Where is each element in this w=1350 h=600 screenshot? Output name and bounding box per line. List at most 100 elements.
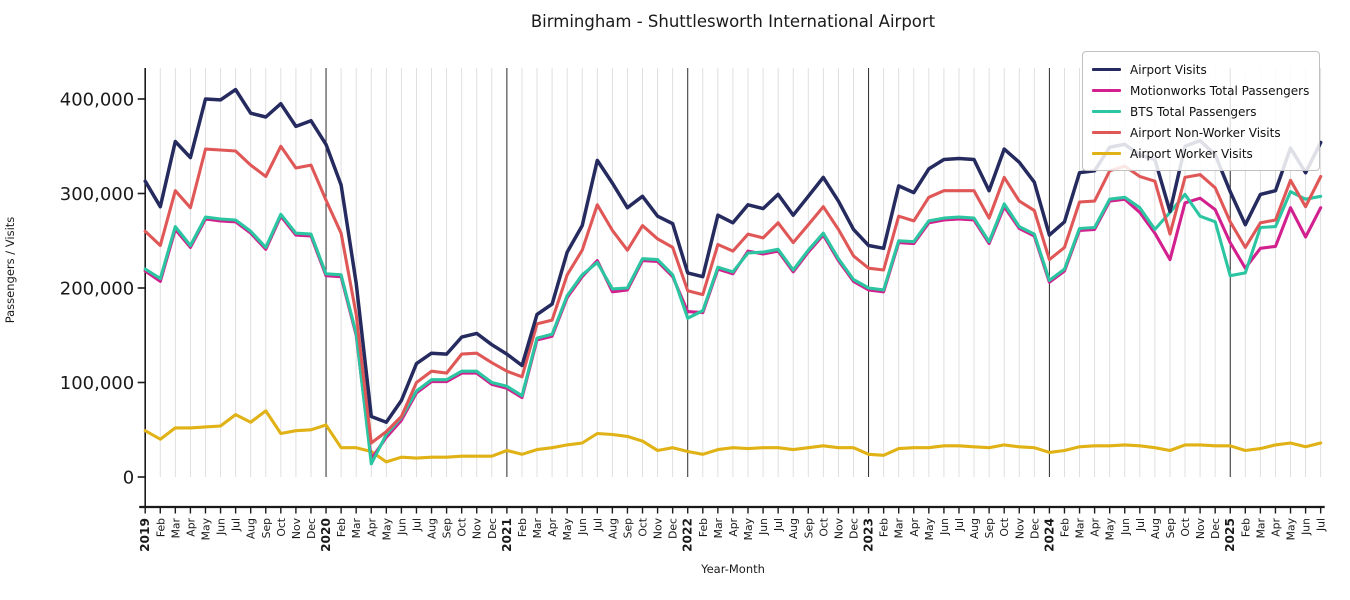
x-tick-label: Aug	[787, 518, 800, 539]
legend-swatch-bts-total-passengers	[1092, 109, 1121, 114]
x-tick-label: Feb	[1058, 518, 1071, 537]
chart-title: Birmingham - Shuttlesworth International…	[531, 12, 936, 31]
x-tick-label: Apr	[1089, 517, 1102, 536]
legend-label-airport-non-worker-visits: Airport Non-Worker Visits	[1130, 125, 1281, 140]
y-tick-label: 0	[123, 468, 134, 489]
x-tick-label: Nov	[471, 517, 484, 539]
x-tick-label: Dec	[847, 518, 860, 539]
x-tick-label: Sep	[621, 518, 634, 538]
x-tick-label: Dec	[667, 518, 680, 539]
legend-label-airport-visits: Airport Visits	[1130, 62, 1207, 77]
x-tick-label: Jun	[576, 518, 589, 536]
x-tick-label: Nov	[832, 517, 845, 539]
x-tick-label: Nov	[1194, 517, 1207, 539]
x-tick-label: Mar	[712, 517, 725, 538]
series-line-airport-worker-visits	[143, 409, 1323, 464]
x-tick-label: Apr	[908, 517, 921, 536]
x-tick-label: 2023	[862, 518, 876, 552]
legend: Airport Visits Motionworks Total Passeng…	[1082, 51, 1321, 171]
x-tick-label: Feb	[154, 518, 167, 537]
legend-item-motionworks-total-passengers: Motionworks Total Passengers	[1092, 80, 1309, 101]
x-axis-label: Year-Month	[700, 562, 765, 576]
x-tick-label: Mar	[350, 517, 363, 538]
x-tick-label: Oct	[998, 518, 1011, 537]
legend-swatch-airport-visits	[1092, 67, 1121, 72]
x-tick-label: Sep	[1164, 518, 1177, 538]
x-tick-label: Feb	[697, 518, 710, 537]
x-tick-label: Jul	[1315, 518, 1328, 532]
x-tick-label: Mar	[531, 517, 544, 538]
x-tick-label: Feb	[1239, 518, 1252, 537]
x-tick-label: Jul	[410, 518, 423, 532]
x-tick-label: Jul	[230, 518, 243, 532]
legend-swatch-motionworks-total-passengers	[1092, 88, 1121, 93]
y-tick-label: 200,000	[60, 279, 134, 300]
x-tick-label: Aug	[606, 518, 619, 539]
x-tick-label: Mar	[893, 517, 906, 538]
x-tick-label: Dec	[1209, 518, 1222, 539]
y-tick-label: 400,000	[60, 90, 134, 111]
x-tick-label: Oct	[817, 518, 830, 537]
x-tick-label: Aug	[426, 518, 439, 539]
x-tick-label: 2024	[1042, 518, 1056, 552]
x-tick-label: Oct	[637, 518, 650, 537]
x-tick-label: Jun	[757, 518, 770, 536]
legend-label-motionworks-total-passengers: Motionworks Total Passengers	[1130, 83, 1310, 98]
x-tick-label: Jun	[395, 518, 408, 536]
x-tick-label: Nov	[1013, 517, 1026, 539]
x-tick-label: May	[742, 517, 755, 540]
x-tick-label: Jul	[953, 518, 966, 532]
x-tick-label: Apr	[546, 517, 559, 536]
legend-label-bts-total-passengers: BTS Total Passengers	[1130, 104, 1257, 119]
x-tick-label: Aug	[245, 518, 258, 539]
x-tick-label: Mar	[169, 517, 182, 538]
y-axis-label: Passengers / Visits	[3, 217, 17, 324]
legend-item-airport-visits: Airport Visits	[1092, 59, 1309, 80]
x-tick-label: Aug	[968, 518, 981, 539]
x-tick-label: Jul	[1134, 518, 1147, 532]
x-tick-label: May	[199, 517, 212, 540]
x-tick-label: Jul	[772, 518, 785, 532]
x-tick-label: Jul	[591, 518, 604, 532]
x-tick-label: Jun	[938, 518, 951, 536]
x-tick-label: Sep	[260, 518, 273, 538]
x-tick-label: 2019	[138, 518, 152, 552]
x-tick-label: Feb	[335, 518, 348, 537]
x-tick-label: Jun	[1300, 518, 1313, 536]
x-tick-label: Dec	[486, 518, 499, 539]
legend-label-airport-worker-visits: Airport Worker Visits	[1130, 146, 1253, 161]
x-tick-label: May	[923, 517, 936, 540]
legend-item-bts-total-passengers: BTS Total Passengers	[1092, 101, 1309, 122]
x-tick-label: Jun	[215, 518, 228, 536]
legend-swatch-airport-non-worker-visits	[1092, 130, 1121, 135]
x-tick-label: Nov	[652, 517, 665, 539]
x-tick-label: May	[1104, 517, 1117, 540]
x-tick-label: 2020	[319, 518, 333, 552]
x-tick-label: May	[561, 517, 574, 540]
x-tick-label: 2022	[681, 518, 695, 552]
x-tick-label: Feb	[878, 518, 891, 537]
x-tick-label: Oct	[275, 518, 288, 537]
x-tick-label: Jun	[1119, 518, 1132, 536]
x-tick-label: May	[380, 517, 393, 540]
legend-item-airport-worker-visits: Airport Worker Visits	[1092, 143, 1309, 164]
x-tick-label: Apr	[365, 517, 378, 536]
x-tick-label: Apr	[184, 517, 197, 536]
x-tick-label: Dec	[305, 518, 318, 539]
x-tick-label: Apr	[727, 517, 740, 536]
x-tick-label: Sep	[983, 518, 996, 538]
x-tick-label: Mar	[1074, 517, 1087, 538]
x-tick-label: Sep	[802, 518, 815, 538]
series-line-bts-total-passengers	[143, 190, 1323, 466]
x-tick-label: Mar	[1254, 517, 1267, 538]
x-tick-label: Sep	[441, 518, 454, 538]
x-tick-label: Feb	[516, 518, 529, 537]
x-tick-label: Oct	[456, 518, 469, 537]
x-tick-label: Oct	[1179, 518, 1192, 537]
x-tick-label: 2021	[500, 518, 514, 552]
x-tick-label: Dec	[1028, 518, 1041, 539]
legend-swatch-airport-worker-visits	[1092, 151, 1121, 156]
